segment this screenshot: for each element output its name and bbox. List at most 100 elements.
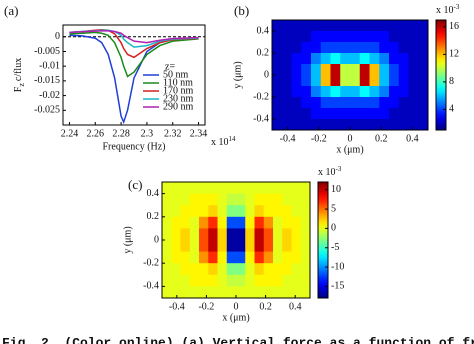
heatmap-cell (291, 20, 302, 32)
heatmap-cell (273, 216, 283, 229)
heatmap-cell (418, 31, 429, 43)
heatmap-cell (272, 97, 283, 109)
heatmap-cell (282, 286, 292, 299)
heatmap-cell (301, 108, 312, 120)
heatmap-cell (398, 20, 409, 32)
heatmap-cell (330, 75, 341, 87)
heatmap-cell (236, 228, 246, 241)
heatmap-cell (217, 286, 228, 299)
heatmap-cell (189, 216, 200, 229)
heatmap-cell (263, 205, 274, 218)
heatmap-cell (408, 20, 419, 32)
heatmap-cell (226, 205, 237, 218)
heatmap-cell (340, 97, 351, 109)
heatmap-cell (272, 42, 283, 54)
heatmap-cell (408, 97, 419, 109)
heatmap-cell (359, 42, 370, 54)
heatmap-cell (273, 286, 283, 299)
heatmap-cell (301, 53, 312, 65)
heatmap-cell (340, 31, 351, 43)
heatmap-cell (273, 228, 283, 241)
heatmap-cell (199, 182, 209, 195)
heatmap-cell (263, 251, 274, 264)
heatmap-cell (389, 108, 400, 120)
heatmap-cell (236, 286, 246, 299)
heatmap-cell (282, 216, 292, 229)
heatmap-cell (369, 42, 380, 54)
heatmap-cell (189, 263, 200, 276)
legend-label: 170 nm (163, 85, 194, 96)
heatmap-cell (282, 263, 292, 276)
heatmap-cell (162, 182, 172, 195)
heatmap-cell (320, 53, 331, 65)
heatmap-cell (398, 119, 409, 131)
heatmap-cell (162, 228, 172, 241)
heatmap-cell (350, 20, 361, 32)
heatmap-cell (311, 53, 322, 65)
y-label-sub: z (17, 83, 26, 87)
heatmap-cell (263, 182, 274, 195)
heatmap-cell (359, 64, 370, 76)
heatmap-cell (418, 97, 429, 109)
heatmap-cell (301, 86, 312, 98)
heatmap-cell (236, 193, 246, 206)
heatmap-cell (171, 205, 181, 218)
heatmap-cell (300, 240, 311, 253)
legend-title: z= (165, 61, 175, 72)
heatmap-cell (171, 193, 181, 206)
heatmap-cell (245, 274, 255, 287)
heatmap-cell (272, 31, 283, 43)
heatmap-cell (272, 20, 283, 32)
heatmap-cell (281, 53, 292, 65)
heatmap-cell (217, 263, 228, 276)
heatmap-cell (263, 240, 274, 253)
heatmap-cell (330, 97, 341, 109)
heatmap-cell (311, 86, 322, 98)
heatmap-cell (398, 86, 409, 98)
heatmap-cell (350, 119, 361, 131)
heatmap-cell (291, 182, 302, 195)
heatmap-cell (398, 31, 409, 43)
heatmap-cell (226, 193, 237, 206)
x-tick-label: 2.3 (141, 128, 154, 139)
colorbar-tick-label: -10 (331, 261, 344, 272)
heatmap-cell (311, 75, 322, 87)
series-line (69, 30, 199, 44)
y-tick-label: 0.4 (147, 188, 160, 199)
multiplier-base: x 10 (436, 5, 454, 16)
heatmap-cell (291, 31, 302, 43)
heatmap-cell (291, 42, 302, 54)
heatmap-cell (398, 97, 409, 109)
heatmap-cell (369, 64, 380, 76)
heatmap-cell (340, 42, 351, 54)
y-tick-label: 0 (55, 31, 60, 42)
heatmap-cell (408, 53, 419, 65)
x-tick-label: 0.4 (406, 133, 419, 144)
heatmap-cell (301, 75, 312, 87)
heatmap-cell (263, 274, 274, 287)
heatmap-cell (245, 205, 255, 218)
y-tick-label: -0.005 (34, 46, 60, 57)
heatmap-cell (189, 205, 200, 218)
x-axis-label: x (μm) (222, 312, 249, 323)
heatmap-cell (418, 86, 429, 98)
heatmap-cell (300, 263, 311, 276)
legend-label: 50 nm (163, 69, 189, 80)
heatmap-cell (398, 108, 409, 120)
panel-label: (a) (4, 3, 18, 18)
heatmap-cell (350, 86, 361, 98)
caption: Fig. 2. (Color online) (a) Vertical forc… (2, 335, 474, 344)
heatmap-cell (263, 228, 274, 241)
heatmap-cell (330, 119, 341, 131)
x-tick-label: 0 (234, 301, 239, 312)
colorbar-tick-label: 10 (331, 184, 341, 195)
heatmap-cell (320, 64, 331, 76)
heatmap-cell (300, 193, 311, 206)
heatmap-cell (171, 251, 181, 264)
heatmap-cell (418, 42, 429, 54)
heatmap-cell (171, 240, 181, 253)
multiplier-base: x 10 (318, 167, 336, 178)
heatmap-cell (389, 53, 400, 65)
heatmap-cell (245, 263, 255, 276)
x-tick-label: 0.2 (375, 133, 388, 144)
